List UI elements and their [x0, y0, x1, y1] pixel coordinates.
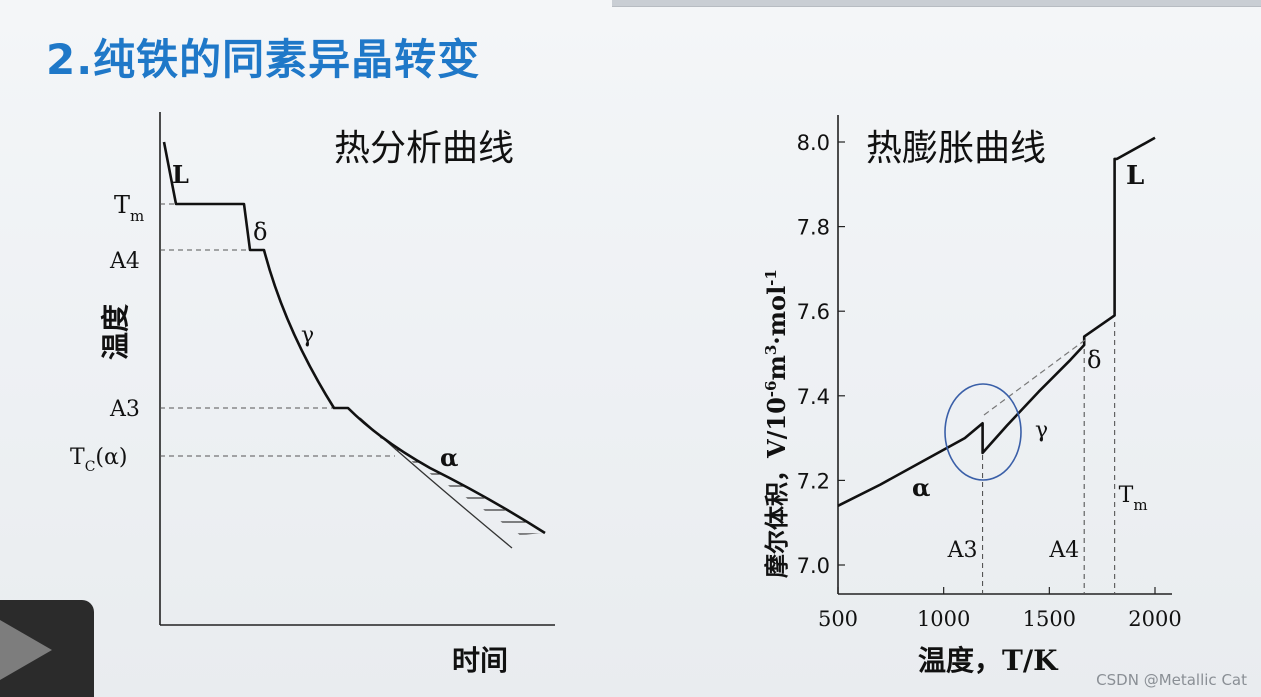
xtick-label: 500	[818, 607, 858, 631]
csdn-watermark: CSDN @Metallic Cat	[1096, 671, 1247, 689]
gamma-extrapolation-dash	[983, 339, 1086, 416]
phase-label-delta-right: δ	[1087, 346, 1101, 374]
slide-title: 2.纯铁的同素异晶转变	[46, 35, 481, 84]
left-y-label: 温度	[99, 304, 132, 360]
top-toolbar-strip	[612, 0, 1261, 7]
ytick-label: 7.6	[797, 300, 830, 324]
phase-label-l-right: L	[1126, 161, 1144, 191]
right-y-label: 摩尔体积，V/10-6m3·mol-1	[762, 269, 791, 578]
play-icon	[0, 620, 52, 680]
xtick-label: 2000	[1128, 607, 1181, 631]
ytick-a3: A3	[109, 397, 140, 422]
xtick-label: 1000	[917, 607, 970, 631]
marker-label-tm: Tm	[1119, 483, 1148, 514]
ytick-tm: Tm	[114, 191, 144, 225]
phase-label-alpha: α	[440, 443, 458, 472]
cooling-curve	[162, 141, 546, 535]
thermal-analysis-chart: Tm A4 A3 TC(α) L δ γ α 热分析曲线 时间 温度	[70, 112, 555, 677]
ytick-a4: A4	[109, 249, 140, 274]
marker-label-a3: A3	[947, 538, 978, 563]
phase-label-gamma: γ	[301, 323, 314, 348]
xtick-label: 1500	[1023, 607, 1076, 631]
ytick-label: 7.8	[797, 216, 830, 240]
ytick-label: 7.2	[797, 469, 830, 493]
phase-label-delta: δ	[253, 218, 267, 246]
left-x-label: 时间	[452, 644, 508, 677]
phase-label-gamma-right: γ	[1035, 418, 1048, 443]
ytick-label: 8.0	[797, 131, 830, 155]
thermal-expansion-chart: 7.0 7.2 7.4 7.6 7.8 8.0 500 1000 1500 2000 A3 A4 Tm…	[762, 115, 1182, 677]
transition-circle	[944, 383, 1022, 481]
ytick-tc: TC(α)	[70, 445, 127, 475]
right-x-label: 温度，T/K	[918, 644, 1059, 677]
ytick-label: 7.0	[797, 554, 830, 578]
phase-label-l: L	[172, 160, 189, 189]
video-play-button[interactable]	[0, 600, 94, 697]
right-chart-title: 热膨胀曲线	[866, 128, 1046, 169]
left-chart-title: 热分析曲线	[334, 128, 514, 169]
marker-label-a4: A4	[1048, 538, 1079, 563]
phase-label-alpha-right: α	[912, 473, 930, 502]
volume-curve	[837, 136, 1156, 507]
ytick-label: 7.4	[797, 385, 830, 409]
